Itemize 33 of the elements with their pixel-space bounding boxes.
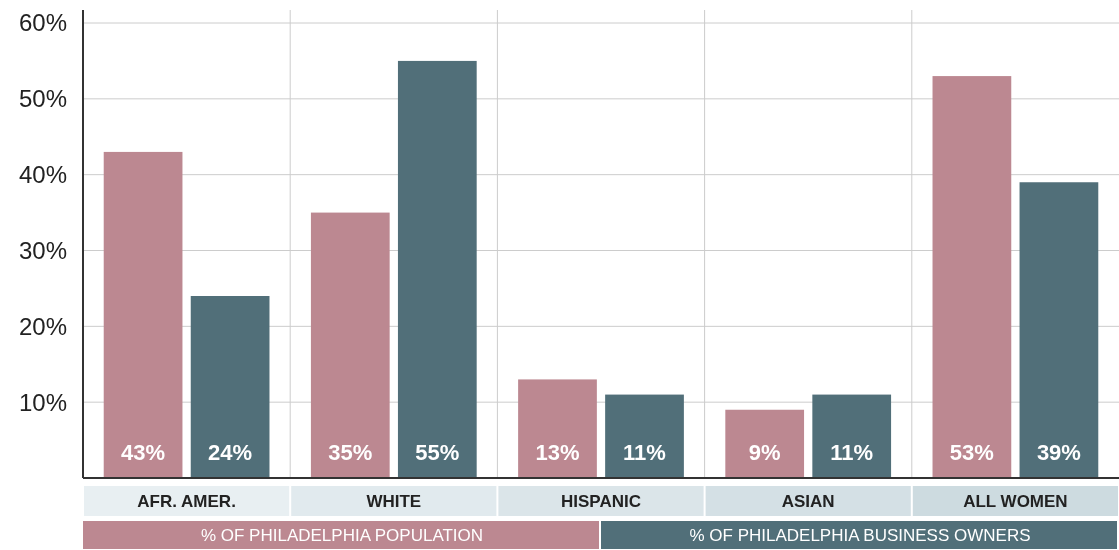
x-tick-label: WHITE [366,491,422,511]
data-label: 24% [208,440,253,465]
x-tick-label: HISPANIC [561,491,641,511]
data-label: 43% [121,440,166,465]
text: % OF PHILADELPHIA POPULATION [200,525,484,545]
bar [397,60,477,478]
y-tick-label: 10% [18,388,67,416]
data-label: 53% [949,440,994,465]
bar [812,394,892,478]
bar [932,76,1012,478]
bar [310,212,390,478]
y-tick-label: 60% [18,9,67,37]
data-label: 13% [535,440,580,465]
bar [518,379,597,478]
bar [190,296,270,478]
data-label: 39% [1036,440,1081,465]
data-label: 11% [830,440,874,465]
x-tick-label: AFR. AMER. [137,491,236,511]
x-tick-label: ALL WOMEN [963,491,1068,511]
bar [1019,182,1099,478]
bar [605,394,684,478]
x-tick-label: ASIAN [781,491,835,511]
data-label: 55% [415,440,460,465]
y-tick-label: 40% [18,161,67,189]
y-tick-label: 50% [18,85,67,113]
data-label: 11% [623,440,666,465]
text: % OF PHILADELPHIA BUSINESS OWNERS [689,525,1031,545]
y-tick-label: 30% [18,236,67,264]
data-label: 9% [748,440,781,465]
bar [103,151,183,478]
data-label: 35% [328,440,373,465]
bar [725,409,805,478]
y-tick-label: 20% [18,312,67,340]
